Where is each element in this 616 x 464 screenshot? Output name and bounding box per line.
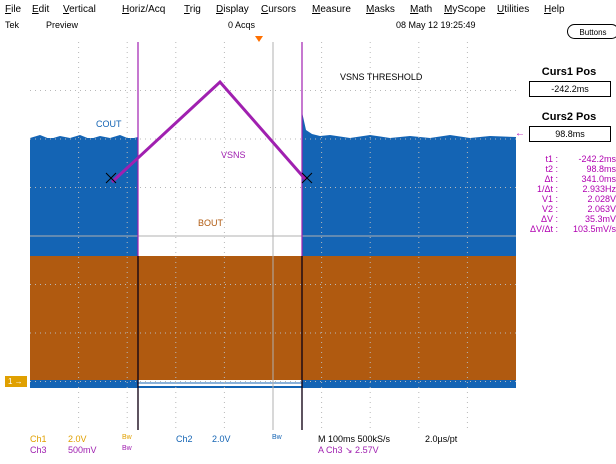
ch1-label[interactable]: Ch1 xyxy=(30,434,47,444)
readout-row: t1 : -242.2ms xyxy=(522,154,616,164)
preview-status: Preview xyxy=(46,20,79,30)
trigger-readout[interactable]: A Ch3 ↘ 2.57V xyxy=(318,445,379,455)
menu-help[interactable]: Help xyxy=(544,4,565,15)
readout-row: V1 : 2.028V xyxy=(522,194,616,204)
readout-key: ΔV/Δt : xyxy=(529,224,558,234)
acquisition-count: 0 Acqs xyxy=(228,20,256,30)
menu-masks[interactable]: Masks xyxy=(366,4,395,15)
cursor-2-x-marker xyxy=(301,172,313,184)
menu-math[interactable]: Math xyxy=(410,4,433,15)
brand-label: Tek xyxy=(5,20,20,30)
menu-bar: File Edit Vertical Horiz/Acq Trig Displa… xyxy=(0,0,616,18)
curs1-title: Curs1 Pos xyxy=(541,66,597,78)
menu-display[interactable]: Display xyxy=(216,4,249,15)
vsns-threshold-label: VSNS THRESHOLD xyxy=(340,72,423,82)
menu-utilities[interactable]: Utilities xyxy=(497,4,530,15)
menu-horiz-acq[interactable]: Horiz/Acq xyxy=(122,4,166,15)
cursor-1-x-marker xyxy=(105,172,117,184)
readout-value: 341.0ms xyxy=(581,174,616,184)
ch3-scale[interactable]: 500mV xyxy=(68,445,97,455)
ch2-scale[interactable]: 2.0V xyxy=(212,434,231,444)
ch1-scale[interactable]: 2.0V xyxy=(68,434,87,444)
cout-noise-right xyxy=(302,112,516,138)
status-bar: Tek Preview 0 Acqs 08 May 12 19:25:49 xyxy=(0,18,616,32)
ch3-label[interactable]: Ch3 xyxy=(30,445,47,455)
vsns-label: VSNS xyxy=(221,150,246,160)
cout-label: COUT xyxy=(96,119,122,129)
bout-label: BOUT xyxy=(198,218,224,228)
readout-value: 103.5mV/s xyxy=(572,224,616,234)
cout-trace-right xyxy=(302,138,516,256)
menu-cursors[interactable]: Cursors xyxy=(261,4,297,15)
readout-key: t1 : xyxy=(545,154,558,164)
timebase-readout[interactable]: M 100ms 500kS/s xyxy=(318,434,391,444)
menu-file[interactable]: File xyxy=(5,4,22,15)
menu-edit[interactable]: Edit xyxy=(32,4,50,15)
sample-interval: 2.0µs/pt xyxy=(425,434,458,444)
curs2-title: Curs2 Pos xyxy=(541,111,597,123)
menu-measure[interactable]: Measure xyxy=(312,4,351,15)
curs1-position-field[interactable]: -242.2ms xyxy=(529,81,611,97)
date-time: 08 May 12 19:25:49 xyxy=(396,20,476,30)
menu-vertical[interactable]: Vertical xyxy=(63,4,96,15)
readout-key: Δt : xyxy=(544,174,558,184)
readout-row: ΔV/Δt : 103.5mV/s xyxy=(522,224,616,234)
vsns-trace xyxy=(110,79,308,184)
readout-key: V2 : xyxy=(541,204,558,214)
readout-value: 35.3mV xyxy=(584,214,616,224)
readout-value: 2.028V xyxy=(587,194,616,204)
ch2-bandwidth: Bw xyxy=(272,434,282,441)
readout-value: 2.933Hz xyxy=(582,184,616,194)
readout-value: 98.8ms xyxy=(586,164,616,174)
cout-noise-left xyxy=(30,135,138,139)
cursor-readout: t1 : -242.2ms t2 : 98.8ms Δt : 341.0ms 1/Δt… xyxy=(522,154,616,234)
readout-row: 1/Δt : 2.933Hz xyxy=(522,184,616,194)
grid xyxy=(30,42,516,430)
buttons-button[interactable]: Buttons xyxy=(567,24,616,39)
ch2-label[interactable]: Ch2 xyxy=(176,434,193,444)
channel-status-bar: Ch1 2.0V Bw Ch3 500mV Bw Ch2 2.0V Bw M 1… xyxy=(0,432,616,464)
ch1-ground-marker[interactable]: 1 → xyxy=(5,376,27,387)
menu-trig[interactable]: Trig xyxy=(184,4,201,15)
ch3-bandwidth: Bw xyxy=(122,445,132,452)
readout-key: V1 : xyxy=(541,194,558,204)
readout-value: 2.063V xyxy=(587,204,616,214)
ch1-marker-label: 1 xyxy=(8,377,13,386)
curs2-position-field[interactable]: 98.8ms xyxy=(529,126,611,142)
cout-trace-left xyxy=(30,138,138,256)
readout-row: Δt : 341.0ms xyxy=(522,174,616,184)
readout-key: ΔV : xyxy=(540,214,558,224)
readout-row: V2 : 2.063V xyxy=(522,204,616,214)
ch1-bandwidth: Bw xyxy=(122,434,132,441)
trigger-position-marker[interactable] xyxy=(255,36,263,42)
waveform-canvas xyxy=(30,42,516,430)
readout-value: -242.2ms xyxy=(578,154,616,164)
menu-myscope[interactable]: MyScope xyxy=(444,4,486,15)
readout-key: 1/Δt : xyxy=(536,184,558,194)
readout-row: ΔV : 35.3mV xyxy=(522,214,616,224)
trigger-level-arrow[interactable]: ← xyxy=(515,128,525,139)
readout-row: t2 : 98.8ms xyxy=(522,164,616,174)
waveform-display[interactable]: COUT VSNS BOUT VSNS THRESHOLD xyxy=(30,42,516,430)
readout-key: t2 : xyxy=(545,164,558,174)
